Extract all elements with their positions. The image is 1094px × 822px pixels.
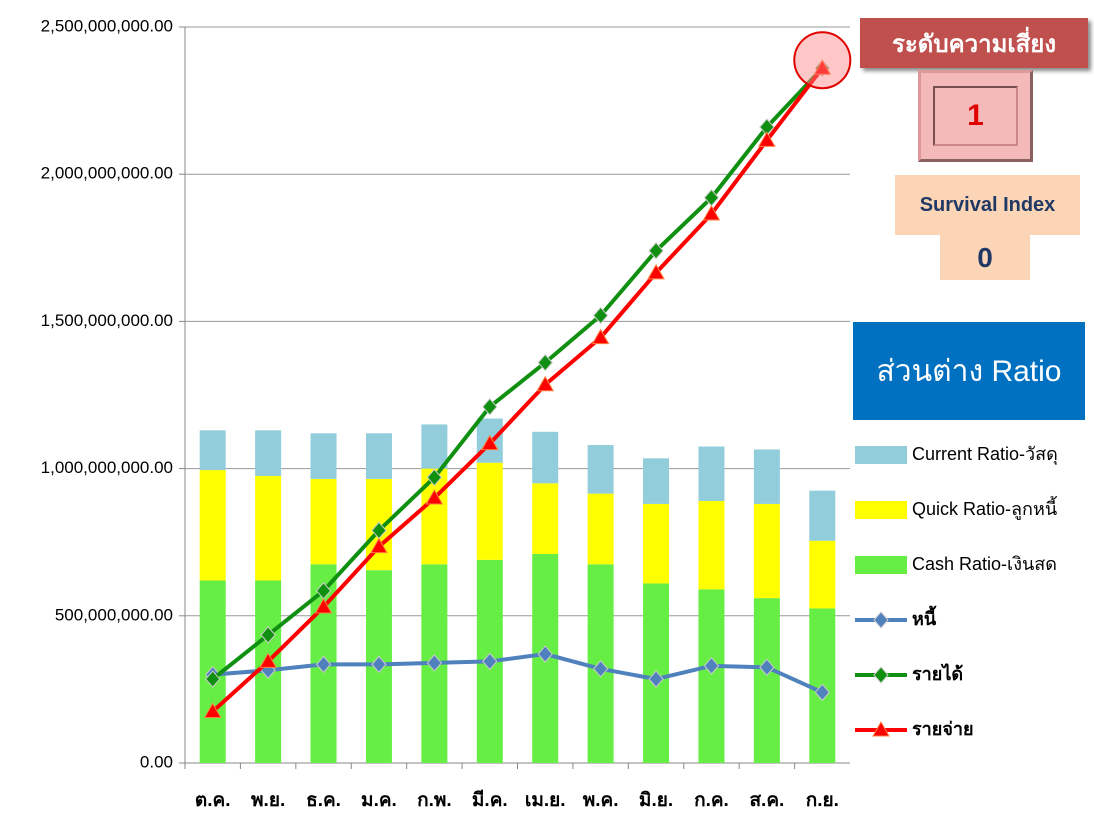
ratio-title: ส่วนต่าง Ratio <box>853 322 1085 420</box>
x-tick-label: ต.ค. <box>195 790 231 811</box>
bar <box>753 598 780 763</box>
line <box>211 66 824 681</box>
bar <box>587 445 614 494</box>
x-tick-label: เม.ย. <box>525 790 566 811</box>
line-marker <box>647 263 665 280</box>
line-marker <box>370 537 388 554</box>
line-marker <box>703 657 720 675</box>
legend-label: หนี้ <box>912 605 938 629</box>
y-tick-label: 0.00 <box>140 752 173 771</box>
line <box>211 66 824 713</box>
bar <box>255 430 282 476</box>
line-marker <box>702 204 721 221</box>
bar <box>643 458 670 504</box>
legend-swatch <box>855 501 907 519</box>
line-marker <box>759 658 775 677</box>
bar <box>199 430 226 471</box>
line-marker <box>315 655 332 674</box>
bar <box>698 589 725 763</box>
legend-label: รายจ่าย <box>912 719 974 739</box>
line-marker <box>813 59 832 75</box>
bar <box>587 493 614 565</box>
line <box>212 652 824 695</box>
line-marker <box>537 645 553 663</box>
legend-swatch <box>855 556 907 574</box>
line-marker <box>314 597 333 614</box>
bar <box>255 475 282 581</box>
legend-label: Cash Ratio-เงินสด <box>912 554 1057 574</box>
bar <box>365 433 392 479</box>
x-tick-label: ก.ย. <box>806 790 839 811</box>
line-marker <box>758 131 776 147</box>
legend-marker <box>872 720 890 737</box>
bar <box>698 446 725 501</box>
bar <box>310 433 337 479</box>
line-marker <box>592 660 609 678</box>
line-marker <box>259 652 277 668</box>
line-marker <box>203 702 222 718</box>
x-tick-label: ส.ค. <box>749 790 784 811</box>
x-tick-label: ก.ค. <box>694 790 729 811</box>
line-marker <box>648 670 664 688</box>
bar <box>643 503 670 584</box>
legend-label: รายได้ <box>912 663 963 684</box>
line-marker <box>480 434 499 451</box>
risk-title: ระดับความเสี่ยง <box>860 18 1088 68</box>
line-marker <box>371 655 387 674</box>
x-tick-label: มี.ค. <box>472 789 508 811</box>
bar <box>809 490 836 541</box>
legend-marker <box>873 611 889 629</box>
y-tick-label: 500,000,000.00 <box>55 605 173 624</box>
line-marker <box>425 489 444 505</box>
x-tick-label: มิ.ย. <box>639 790 673 811</box>
line-marker <box>205 670 221 688</box>
survival-value: 0 <box>940 235 1030 280</box>
line-marker <box>426 654 443 672</box>
bar <box>753 449 780 504</box>
y-tick-label: 1,500,000,000.00 <box>41 311 173 330</box>
x-tick-label: ก.พ. <box>417 790 452 811</box>
line-marker <box>648 241 664 260</box>
bar <box>310 478 337 565</box>
line-marker <box>537 353 553 372</box>
legend-marker <box>873 666 889 684</box>
legend-swatch <box>855 446 907 464</box>
line-marker <box>426 468 443 487</box>
legend-label: Current Ratio-วัสดุ <box>912 444 1058 465</box>
x-tick-label: ธ.ค. <box>306 790 341 811</box>
line-marker <box>591 328 610 345</box>
y-tick-label: 2,000,000,000.00 <box>41 164 173 183</box>
x-tick-label: พ.ค. <box>583 790 619 811</box>
y-tick-label: 2,500,000,000.00 <box>41 16 173 35</box>
bar <box>809 540 836 609</box>
line-marker <box>482 652 498 671</box>
bar <box>532 483 559 554</box>
bar <box>532 431 559 484</box>
bar <box>199 470 226 581</box>
survival-title: Survival Index <box>895 175 1080 235</box>
line-marker <box>592 306 609 325</box>
risk-box: 1 <box>918 70 1033 162</box>
bar <box>753 503 780 599</box>
line-marker <box>814 683 830 702</box>
bar <box>476 462 503 560</box>
line-marker <box>260 626 276 644</box>
highlight-circle <box>793 31 852 90</box>
line-marker <box>536 375 555 392</box>
y-tick-label: 1,000,000,000.00 <box>41 458 173 477</box>
bar <box>421 424 448 469</box>
bar <box>698 500 725 590</box>
x-tick-label: ม.ค. <box>361 790 397 811</box>
line-marker <box>482 398 498 416</box>
x-tick-label: พ.ย. <box>251 790 285 811</box>
risk-level: 1 <box>933 86 1018 146</box>
legend-label: Quick Ratio-ลูกหนี้ <box>912 496 1057 520</box>
